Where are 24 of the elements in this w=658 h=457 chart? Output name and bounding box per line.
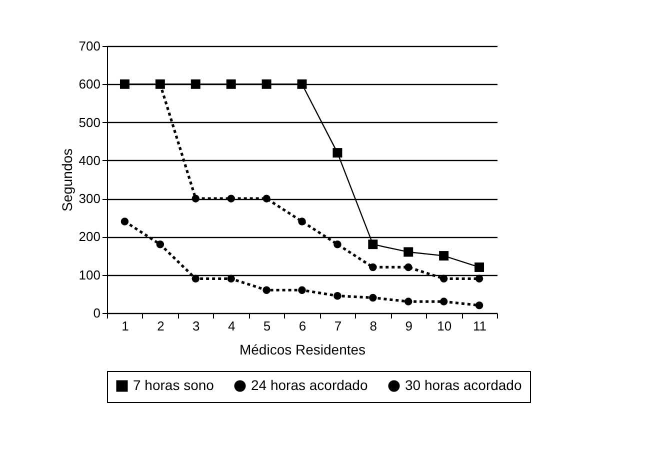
y-tick-label: 200	[78, 229, 100, 244]
y-axis-title: Segundos	[58, 148, 75, 212]
y-tick-label: 0	[93, 306, 100, 320]
x-tick-label: 8	[370, 318, 378, 334]
x-tick-label: 4	[228, 318, 236, 334]
y-tick-label: 100	[78, 267, 100, 282]
x-tick-label: 6	[298, 318, 306, 334]
y-tick-label: 700	[78, 38, 100, 54]
y-tick-label: 400	[78, 152, 100, 168]
x-tick-label: 5	[263, 318, 271, 334]
y-tick-label: 300	[78, 191, 100, 206]
x-tick-label: 3	[192, 318, 200, 334]
legend-label: 7 horas sono	[133, 377, 214, 393]
y-tick-label: 500	[78, 114, 100, 130]
x-tick-label: 7	[334, 318, 342, 334]
y-tick-label: 600	[78, 76, 100, 92]
legend-label: 30 horas acordado	[405, 377, 522, 393]
x-tick-label: 1	[122, 318, 129, 334]
x-tick-label: 2	[157, 318, 164, 334]
legend-label: 24 horas acordado	[251, 377, 368, 393]
x-tick-label: 9	[405, 318, 412, 334]
x-tick-label: 11	[473, 318, 487, 334]
x-tick-label: 10	[437, 318, 452, 334]
x-axis-title: Médicos Residentes	[239, 342, 366, 358]
